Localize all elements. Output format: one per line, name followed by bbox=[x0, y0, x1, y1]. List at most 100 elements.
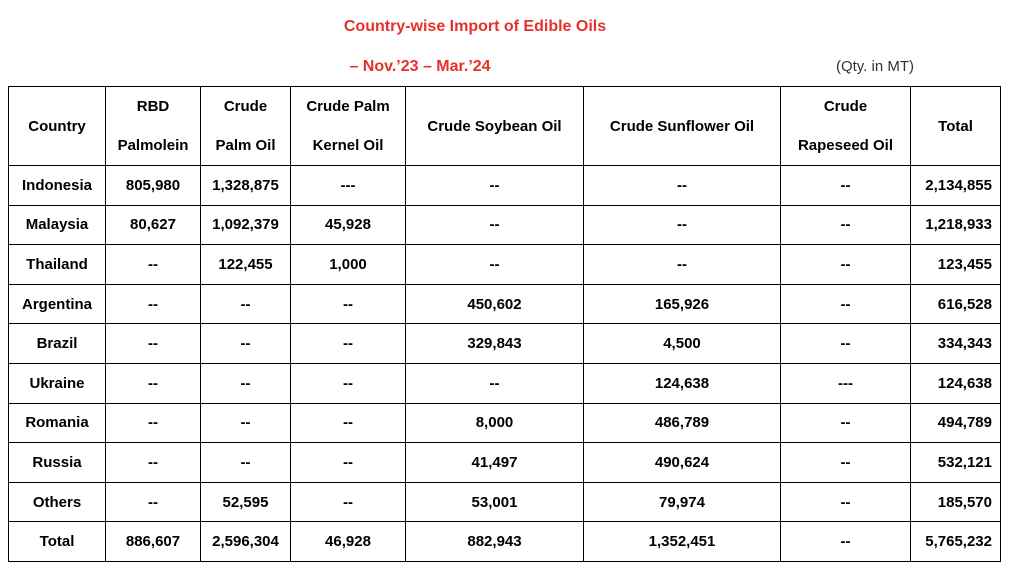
cell: -- bbox=[105, 244, 201, 285]
subtitle: – Nov.’23 – Mar.’24 bbox=[349, 58, 491, 75]
table-row: Argentina -- -- -- 450,602 165,926 -- 616,528 bbox=[8, 283, 1001, 325]
cell: 52,595 bbox=[200, 481, 291, 523]
table-row: Russia -- -- -- 41,497 490,624 -- 532,121 bbox=[8, 442, 1001, 483]
column-header: Total bbox=[910, 86, 1001, 166]
row-label: Romania bbox=[8, 402, 106, 444]
cell: -- bbox=[290, 481, 406, 523]
header-line: Crude Sunflower Oil bbox=[609, 117, 755, 135]
cell: -- bbox=[780, 165, 911, 206]
cell: 486,789 bbox=[583, 402, 781, 444]
column-header: Crude Palm Oil bbox=[200, 86, 291, 166]
cell: 886,607 bbox=[105, 521, 201, 562]
row-label: Russia bbox=[8, 442, 106, 483]
cell: 334,343 bbox=[910, 323, 1001, 364]
cell: -- bbox=[290, 362, 406, 404]
row-label: Total bbox=[8, 521, 106, 562]
cell: 1,328,875 bbox=[200, 165, 291, 206]
table-row: Malaysia 80,627 1,092,379 45,928 -- -- -- 1,218… bbox=[8, 204, 1001, 246]
cell: -- bbox=[200, 362, 291, 404]
cell: 80,627 bbox=[105, 204, 201, 246]
cell: -- bbox=[583, 165, 781, 206]
header-line: RBD bbox=[136, 98, 170, 115]
header-line: Rapeseed Oil bbox=[797, 137, 894, 154]
column-header: Crude Rapeseed Oil bbox=[780, 86, 911, 166]
cell: 8,000 bbox=[405, 402, 584, 444]
cell: 805,980 bbox=[105, 165, 201, 206]
cell: -- bbox=[780, 204, 911, 246]
cell: -- bbox=[780, 442, 911, 483]
cell: -- bbox=[200, 402, 291, 444]
header-line: Palmolein bbox=[117, 137, 189, 154]
table-row: Brazil -- -- -- 329,843 4,500 -- 334,343 bbox=[8, 323, 1001, 364]
cell: -- bbox=[583, 244, 781, 285]
cell: --- bbox=[780, 362, 911, 404]
cell: 490,624 bbox=[583, 442, 781, 483]
column-header: Crude Soybean Oil bbox=[405, 86, 584, 166]
header-row: Country RBD Palmolein Crude Palm Oil Crude Pa… bbox=[8, 86, 1001, 166]
column-header: RBD Palmolein bbox=[105, 86, 201, 166]
cell: 165,926 bbox=[583, 283, 781, 325]
cell: -- bbox=[405, 362, 584, 404]
table-body: Indonesia 805,980 1,328,875 --- -- -- -- 2,134,… bbox=[8, 165, 1001, 562]
header-line: Crude bbox=[223, 98, 268, 115]
import-table: Country RBD Palmolein Crude Palm Oil Crude Pa… bbox=[8, 86, 1001, 562]
column-header: Country bbox=[8, 86, 106, 166]
cell: 2,134,855 bbox=[910, 165, 1001, 206]
cell: -- bbox=[200, 323, 291, 364]
row-label: Argentina bbox=[8, 283, 106, 325]
cell: -- bbox=[780, 244, 911, 285]
cell: 494,789 bbox=[910, 402, 1001, 444]
unit-note: (Qty. in MT) bbox=[835, 58, 915, 75]
cell: 41,497 bbox=[405, 442, 584, 483]
cell: -- bbox=[105, 442, 201, 483]
cell: 2,596,304 bbox=[200, 521, 291, 562]
cell: -- bbox=[290, 402, 406, 444]
cell: 124,638 bbox=[910, 362, 1001, 404]
cell: -- bbox=[105, 402, 201, 444]
table-row: Indonesia 805,980 1,328,875 --- -- -- -- 2,134,… bbox=[8, 165, 1001, 206]
cell: -- bbox=[290, 442, 406, 483]
cell: -- bbox=[405, 165, 584, 206]
cell: 185,570 bbox=[910, 481, 1001, 523]
cell: -- bbox=[105, 323, 201, 364]
cell: -- bbox=[780, 481, 911, 523]
cell: 329,843 bbox=[405, 323, 584, 364]
column-header: Crude Palm Kernel Oil bbox=[290, 86, 406, 166]
cell: 616,528 bbox=[910, 283, 1001, 325]
cell: 532,121 bbox=[910, 442, 1001, 483]
cell: 4,500 bbox=[583, 323, 781, 364]
cell: 5,765,232 bbox=[910, 521, 1001, 562]
cell: -- bbox=[780, 521, 911, 562]
table-row: Ukraine -- -- -- -- 124,638 --- 124,638 bbox=[8, 362, 1001, 404]
cell: -- bbox=[105, 362, 201, 404]
cell: 1,352,451 bbox=[583, 521, 781, 562]
header-line: Country bbox=[28, 117, 86, 135]
cell: 122,455 bbox=[200, 244, 291, 285]
header-line: Crude Palm bbox=[306, 98, 390, 115]
cell: -- bbox=[583, 204, 781, 246]
table-row: Total 886,607 2,596,304 46,928 882,943 1,352,… bbox=[8, 521, 1001, 562]
cell: -- bbox=[405, 244, 584, 285]
cell: -- bbox=[290, 323, 406, 364]
row-label: Malaysia bbox=[8, 204, 106, 246]
cell: --- bbox=[290, 165, 406, 206]
cell: 79,974 bbox=[583, 481, 781, 523]
header-line: Kernel Oil bbox=[312, 137, 384, 154]
cell: -- bbox=[780, 283, 911, 325]
header-line: Total bbox=[938, 117, 973, 135]
table-row: Others -- 52,595 -- 53,001 79,974 -- 185,570 bbox=[8, 481, 1001, 523]
row-label: Ukraine bbox=[8, 362, 106, 404]
header-line: Crude Soybean Oil bbox=[427, 117, 562, 135]
cell: -- bbox=[780, 402, 911, 444]
cell: 1,218,933 bbox=[910, 204, 1001, 246]
row-label: Others bbox=[8, 481, 106, 523]
header-line: Palm Oil bbox=[215, 137, 276, 154]
cell: -- bbox=[200, 283, 291, 325]
cell: 46,928 bbox=[290, 521, 406, 562]
cell: 124,638 bbox=[583, 362, 781, 404]
cell: 45,928 bbox=[290, 204, 406, 246]
title: Country-wise Import of Edible Oils bbox=[343, 18, 607, 35]
table-row: Thailand -- 122,455 1,000 -- -- -- 123,455 bbox=[8, 244, 1001, 285]
header-line: Crude bbox=[823, 98, 868, 115]
